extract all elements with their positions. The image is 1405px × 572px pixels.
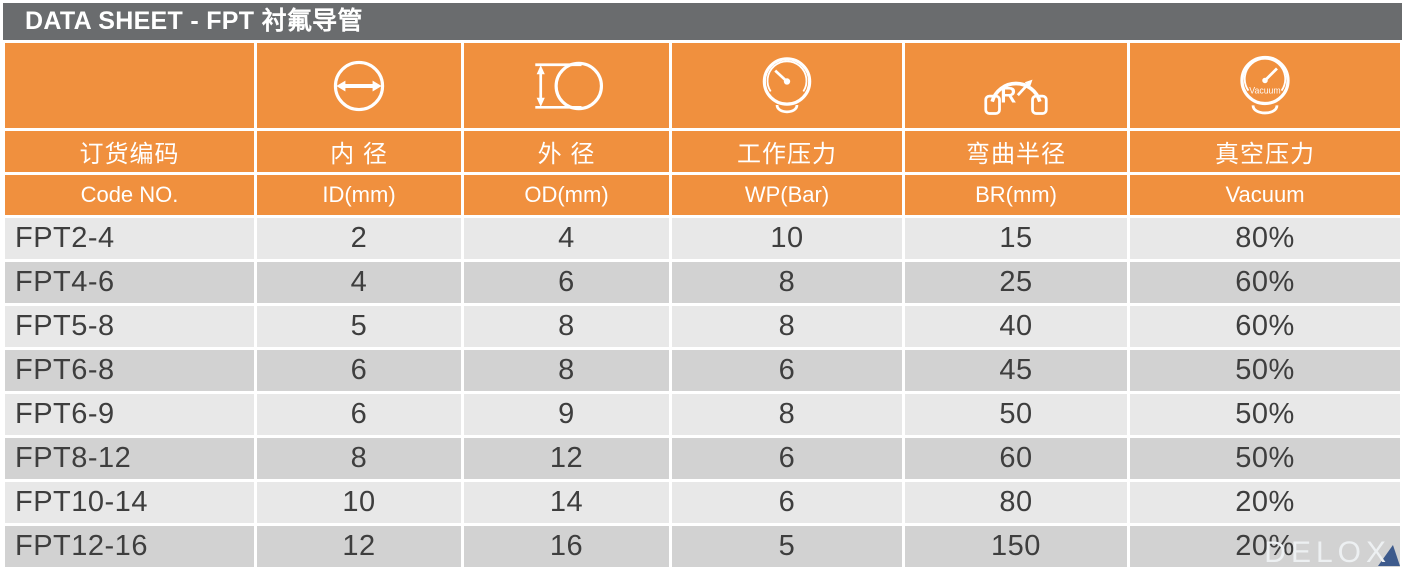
cell-id: 8 [257, 438, 461, 479]
table-row: FPT8-12 8 12 6 60 50% [5, 438, 1400, 479]
title-bar: DATA SHEET - FPT 衬氟导管 [3, 3, 1402, 40]
english-header-row: Code NO. ID(mm) OD(mm) WP(Bar) BR(mm) Va… [5, 175, 1400, 215]
bend-radius-icon: R [984, 79, 1048, 115]
inner-diameter-icon [333, 60, 385, 111]
cell-code: FPT6-8 [5, 350, 254, 391]
cell-od: 12 [464, 438, 669, 479]
header-cn-inner-diameter: 内 径 [257, 131, 461, 172]
cell-vacuum: 20% [1130, 482, 1400, 523]
header-en-code-no: Code NO. [5, 175, 254, 215]
cell-od: 8 [464, 350, 669, 391]
cell-id: 5 [257, 306, 461, 347]
table-row: FPT4-6 4 6 8 25 60% [5, 262, 1400, 303]
header-cn-working-pressure: 工作压力 [672, 131, 902, 172]
header-cn-vacuum-pressure: 真空压力 [1130, 131, 1400, 172]
cell-od: 16 [464, 526, 669, 567]
cell-wp: 6 [672, 482, 902, 523]
cell-br: 60 [905, 438, 1127, 479]
header-en-id: ID(mm) [257, 175, 461, 215]
cell-vacuum: 50% [1130, 350, 1400, 391]
cell-br: 25 [905, 262, 1127, 303]
cell-id: 12 [257, 526, 461, 567]
cell-vacuum: 60% [1130, 262, 1400, 303]
header-en-od: OD(mm) [464, 175, 669, 215]
header-en-wp: WP(Bar) [672, 175, 902, 215]
table-row: FPT10-14 10 14 6 80 20% [5, 482, 1400, 523]
cell-code: FPT2-4 [5, 218, 254, 259]
cell-id: 2 [257, 218, 461, 259]
table-row: FPT12-16 12 16 5 150 20% [5, 526, 1400, 567]
cell-code: FPT8-12 [5, 438, 254, 479]
cell-vacuum: 60% [1130, 306, 1400, 347]
header-en-vacuum: Vacuum [1130, 175, 1400, 215]
bend-radius-icon-label: R [1000, 82, 1016, 107]
cell-vacuum: 50% [1130, 438, 1400, 479]
chinese-header-row: 订货编码 内 径 外 径 工作压力 弯曲半径 真空压力 [5, 131, 1400, 172]
table-row: FPT2-4 2 4 10 15 80% [5, 218, 1400, 259]
cell-vacuum: 80% [1130, 218, 1400, 259]
cell-wp: 8 [672, 262, 902, 303]
cell-vacuum: 50% [1130, 394, 1400, 435]
outer-diameter-icon [534, 61, 603, 110]
icon-cell-outer-diameter [464, 43, 669, 128]
cell-br: 80 [905, 482, 1127, 523]
cell-od: 6 [464, 262, 669, 303]
cell-wp: 8 [672, 394, 902, 435]
spec-table: R Vacuum 订货编码 内 径 外 径 工作压力 弯曲半径 真空压力 Cod… [2, 40, 1403, 570]
icon-cell-empty [5, 43, 254, 128]
cell-od: 14 [464, 482, 669, 523]
header-en-br: BR(mm) [905, 175, 1127, 215]
cell-br: 50 [905, 394, 1127, 435]
vacuum-gauge-icon-label: Vacuum [1249, 85, 1280, 95]
table-row: FPT6-9 6 9 8 50 50% [5, 394, 1400, 435]
header-cn-order-code: 订货编码 [5, 131, 254, 172]
cell-code: FPT5-8 [5, 306, 254, 347]
cell-od: 9 [464, 394, 669, 435]
watermark-logo: DELOX [1264, 536, 1391, 569]
cell-br: 15 [905, 218, 1127, 259]
cell-wp: 8 [672, 306, 902, 347]
cell-od: 4 [464, 218, 669, 259]
sheet-title: DATA SHEET - FPT 衬氟导管 [25, 7, 363, 35]
icon-cell-inner-diameter [257, 43, 461, 128]
pressure-gauge-icon [762, 56, 812, 113]
cell-code: FPT6-9 [5, 394, 254, 435]
cell-wp: 6 [672, 438, 902, 479]
icon-cell-pressure-gauge [672, 43, 902, 128]
cell-br: 150 [905, 526, 1127, 567]
icon-cell-bend-radius: R [905, 43, 1127, 128]
cell-od: 8 [464, 306, 669, 347]
table-row: FPT5-8 5 8 8 40 60% [5, 306, 1400, 347]
cell-code: FPT4-6 [5, 262, 254, 303]
cell-vacuum: 20% [1130, 526, 1400, 567]
header-cn-bend-radius: 弯曲半径 [905, 131, 1127, 172]
cell-br: 40 [905, 306, 1127, 347]
header-cn-outer-diameter: 外 径 [464, 131, 669, 172]
icon-header-row: R Vacuum [5, 43, 1400, 128]
cell-wp: 6 [672, 350, 902, 391]
cell-id: 4 [257, 262, 461, 303]
icon-cell-vacuum-gauge: Vacuum [1130, 43, 1400, 128]
cell-code: FPT12-16 [5, 526, 254, 567]
cell-wp: 10 [672, 218, 902, 259]
cell-id: 6 [257, 394, 461, 435]
cell-id: 6 [257, 350, 461, 391]
cell-br: 45 [905, 350, 1127, 391]
vacuum-gauge-icon: Vacuum [1240, 55, 1290, 114]
cell-id: 10 [257, 482, 461, 523]
cell-wp: 5 [672, 526, 902, 567]
table-row: FPT6-8 6 8 6 45 50% [5, 350, 1400, 391]
cell-code: FPT10-14 [5, 482, 254, 523]
